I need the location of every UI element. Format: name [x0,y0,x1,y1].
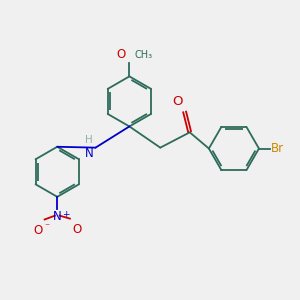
Text: N: N [53,210,62,224]
Text: ⁻: ⁻ [45,222,50,232]
Text: O: O [116,48,126,61]
Text: O: O [33,224,42,237]
Text: H: H [85,135,93,145]
Text: CH₃: CH₃ [135,50,153,60]
Text: O: O [72,223,81,236]
Text: N: N [84,147,93,160]
Text: +: + [62,210,70,219]
Text: O: O [173,95,183,108]
Text: Br: Br [271,142,284,155]
